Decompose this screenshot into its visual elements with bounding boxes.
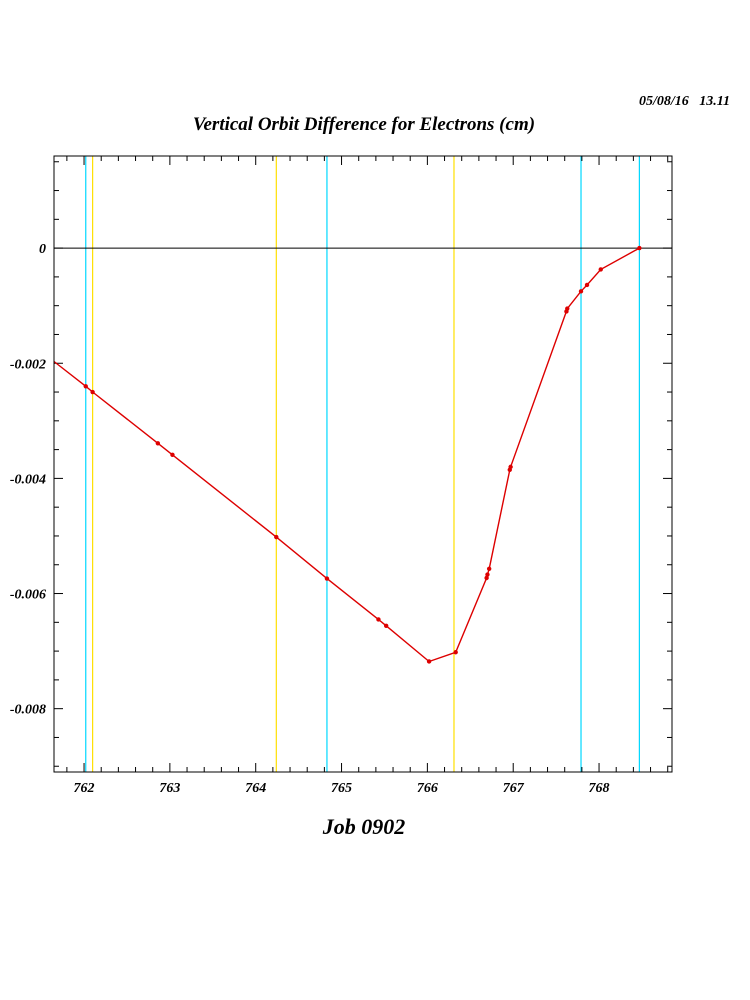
data-point-8: [383, 623, 389, 628]
x-tick-label-0: 762: [74, 781, 95, 796]
chart-title: Vertical Orbit Difference for Electrons …: [192, 114, 536, 135]
data-point-7: [376, 617, 381, 622]
series-line-0: [53, 247, 640, 663]
x-tick-label-1: 763: [159, 781, 180, 796]
x-tick-label-5: 767: [503, 781, 525, 796]
vertical-markers: [85, 156, 640, 772]
data-point-18: [578, 289, 584, 294]
data-point-21: [637, 245, 642, 251]
data-point-5: [274, 534, 279, 540]
timestamp: 05/08/16 13.11: [638, 94, 730, 109]
data-point-6: [324, 576, 330, 581]
data-point-20: [598, 267, 603, 272]
data-point-3: [155, 441, 161, 446]
data-point-19: [584, 282, 590, 288]
x-tick-label-3: 765: [331, 781, 352, 796]
data-point-9: [426, 659, 432, 664]
data-point-12: [485, 572, 490, 577]
plot-frame: [53, 155, 673, 773]
y-tick-label-2: -0.004: [10, 472, 46, 487]
job-label: Job 0902: [322, 814, 406, 839]
x-tick-label-4: 766: [417, 781, 438, 796]
data-point-13: [486, 566, 492, 571]
series-layer: [53, 245, 642, 664]
data-point-10: [453, 650, 458, 655]
data-point-15: [508, 464, 513, 470]
data-point-11: [484, 575, 489, 581]
tick-labels: 762 763 764 765 766 767 768 0 -0.002 -0.004 -0.006…: [10, 242, 610, 796]
y-tick-label-0: 0: [39, 242, 46, 257]
x-tick-label-2: 764: [245, 781, 266, 796]
data-point-1: [83, 384, 88, 389]
data-point-17: [565, 306, 570, 311]
axis-ticks: [54, 156, 672, 772]
data-point-4: [170, 452, 175, 457]
x-tick-label-6: 768: [589, 781, 610, 796]
y-tick-label-4: -0.008: [10, 703, 46, 718]
y-tick-label-1: -0.002: [10, 357, 46, 372]
data-point-2: [90, 389, 95, 395]
y-tick-label-3: -0.006: [10, 588, 46, 603]
